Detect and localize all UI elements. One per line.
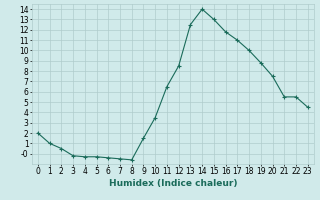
X-axis label: Humidex (Indice chaleur): Humidex (Indice chaleur) xyxy=(108,179,237,188)
